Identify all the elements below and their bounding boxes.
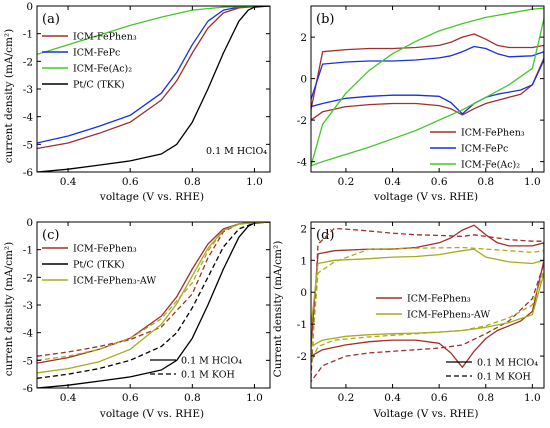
panel-d-style-legend-label-1: 0.1 M KOH [477,372,531,383]
panel-a-ytick-label-1: -1 [23,29,33,41]
panel-a: current density (mA/cm²) voltage (V vs. … [3,12,267,203]
panel-b-ytick-label-1: 0 [300,74,307,86]
panel-d-ylabel: Current density (mA/cm²) [272,241,284,378]
panel-d-xtick-label-1: 0.4 [384,392,401,404]
panel-d-series-3 [311,246,544,364]
panel-b-legend-label-2: ICM-Fe(Ac)₂ [461,160,520,171]
panel-a-xlabel: voltage (V vs. RHE) [99,191,204,203]
panel-a-legend-label-3: Pt/C (TKK) [73,80,125,91]
panel-d-xtick-label-0: 0.2 [338,392,355,404]
panel-c-ytick-label-2: -2 [23,272,33,284]
panel-d-series-0 [311,224,544,368]
panel-a-xtick-label-1: 0.6 [122,176,139,188]
panel-c-xtick-label-3: 1.0 [246,392,263,404]
panel-d-legend-label-0: ICM-FePhen₃ [407,294,471,305]
panel-a-ytick-label-4: -4 [23,112,34,124]
panel-d-ytick-label-3: -1 [297,319,307,331]
panel-a-ytick-label-2: -2 [23,56,33,68]
panel-d-xtick-label-3: 0.8 [477,392,494,404]
panel-b-frame [310,5,545,173]
panel-a-plot: 0.4 0.6 0.8 1.0 0 -1 -2 -3 -4 -5 -6 ICM-FePhen₃ ICM-… [23,1,271,188]
panel-c-series-2 [37,222,270,388]
panel-b-ytick-label-3: -4 [297,157,308,169]
panel-c-legend-label-0: ICM-FePhen₃ [73,244,137,255]
panel-c-series-5 [37,222,270,361]
panel-b-series-1 [311,45,544,115]
panel-a-xtick-label-0: 0.4 [60,176,77,188]
panel-d-label: (d) [316,228,334,243]
panel-d-plot: 0.2 0.4 0.6 0.8 1.0 2 1 0 -1 -2 ICM-FePhen₃ ICM-FeP… [297,221,545,404]
panel-c-ylabel: current density (mA/cm²) [3,242,15,376]
panel-c-xlabel: voltage (V vs. RHE) [99,408,204,420]
panel-a-annotation: 0.1 M HClO₄ [206,146,267,157]
panel-c-ytick-label-5: -5 [23,355,33,367]
panel-b-plot: 0.2 0.4 0.6 0.8 1.0 2 0 -2 -4 ICM-FePhen₃ ICM-FePc… [297,5,545,188]
panel-a-xtick-label-3: 1.0 [246,176,263,188]
panel-a-legend-label-0: ICM-FePhen₃ [73,32,137,43]
panel-b-xtick-label-1: 0.4 [384,176,401,188]
panel-b-xtick-label-4: 1.0 [524,176,541,188]
panel-a-xtick-label-2: 0.8 [184,176,201,188]
panel-c-ytick-label-3: -3 [23,300,33,312]
panel-c-xtick-label-0: 0.4 [60,392,77,404]
panel-a-ytick-label-3: -3 [23,84,33,96]
panel-c-series-4 [37,222,270,374]
panel-c-ytick-label-6: -6 [23,383,34,395]
panel-d-ytick-label-0: 2 [300,223,307,235]
panel-a-series-2 [37,6,270,56]
panel-a-series-3 [37,6,270,172]
panel-d-series-2 [311,248,544,348]
panel-a-ylabel: current density (mA/cm²) [3,29,15,163]
panel-b-xlabel: voltage (V vs. RHE) [373,191,478,203]
panel-d-series-1 [311,227,544,383]
panel-b-ytick-label-0: 2 [300,32,307,44]
panel-c-ytick-label-4: -4 [23,328,34,340]
panel-c-style-legend-label-0: 0.1 M HClO₄ [181,356,242,367]
panel-a-ytick-label-6: -6 [23,167,34,179]
panel-b-xtick-label-0: 0.2 [338,176,355,188]
panel-d-legend-label-2: ICM-FePhen₃-AW [407,310,490,321]
panel-c-xtick-label-1: 0.6 [122,392,139,404]
panel-b-legend-label-0: ICM-FePhen₃ [461,128,525,139]
panel-a-series-0 [37,6,270,150]
panel-c-legend-label-2: Pt/C (TKK) [73,260,125,271]
panel-a-ytick-label-0: 0 [26,1,33,13]
panel-b-label: (b) [316,12,334,27]
panel-a-label: (a) [42,12,60,27]
panel-d-ytick-label-4: -2 [297,351,307,363]
panel-d-xtick-label-2: 0.6 [431,392,448,404]
panel-b-ytick-label-2: -2 [297,115,307,127]
panel-d-ytick-label-2: 0 [300,287,307,299]
panel-b-series-0 [311,33,544,121]
panel-c-legend-label-4: ICM-FePhen₃-AW [73,276,156,287]
panel-a-legend-label-1: ICM-FePc [73,48,120,59]
panel-d-style-legend-label-0: 0.1 M HClO₄ [477,358,538,369]
panel-b-xtick-label-3: 0.8 [477,176,494,188]
panel-b-legend-label-1: ICM-FePc [461,144,508,155]
panel-c-series-3 [37,222,270,379]
panel-c-label: (c) [42,228,59,243]
panel-c-plot: 0.4 0.6 0.8 1.0 0 -1 -2 -3 -4 -5 -6 ICM-FePhen₃ Pt/C… [23,217,271,404]
panel-d-xlabel: Voltage (V vs. RHE) [373,408,479,420]
panel-a-ytick-label-5: -5 [23,139,33,151]
panel-b: voltage (V vs. RHE) (b) [316,12,478,203]
panel-b-xtick-label-2: 0.6 [431,176,448,188]
panel-c: current density (mA/cm²) voltage (V vs. … [3,228,204,420]
panel-d-ytick-label-1: 1 [300,255,307,267]
panel-c-xtick-label-2: 0.8 [184,392,201,404]
panel-c-series-0 [37,222,270,364]
panel-c-ytick-label-1: -1 [23,245,33,257]
panel-a-legend-label-2: ICM-Fe(Ac)₂ [73,64,132,75]
panel-c-ytick-label-0: 0 [26,217,33,229]
panel-d: Current density (mA/cm²) Voltage (V vs. … [272,228,478,420]
panel-c-series-1 [37,222,270,357]
panel-b-series-2 [311,7,544,167]
panel-a-series-1 [37,6,270,144]
panel-d-frame [310,221,545,389]
panel-c-style-legend-label-1: 0.1 M KOH [181,370,235,381]
panel-d-xtick-label-4: 1.0 [524,392,541,404]
